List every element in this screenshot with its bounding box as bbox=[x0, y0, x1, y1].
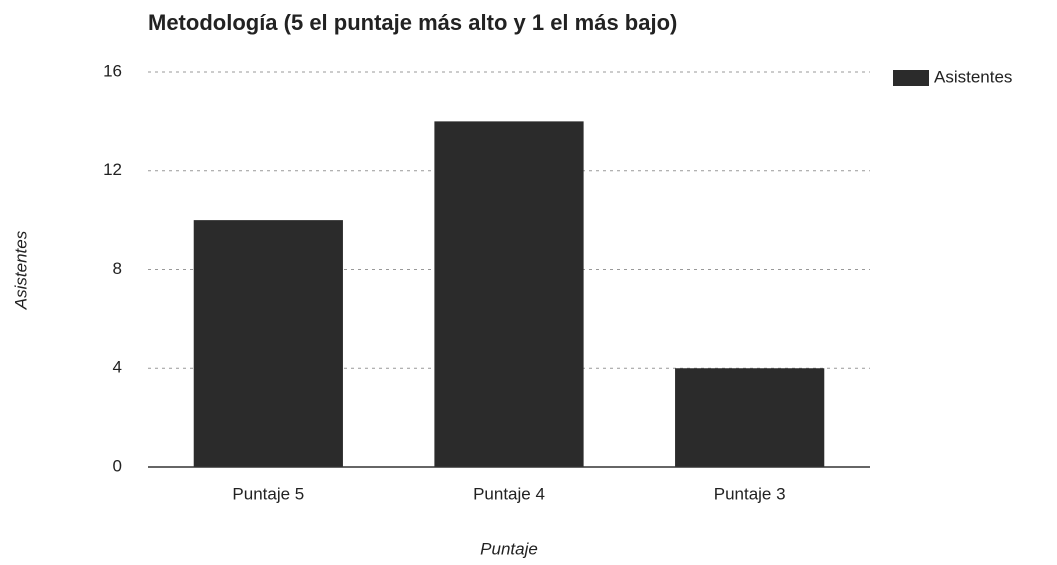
x-tick-label: Puntaje 5 bbox=[232, 484, 304, 503]
y-tick-label: 8 bbox=[113, 259, 122, 278]
bar bbox=[434, 121, 584, 467]
chart-title: Metodología (5 el puntaje más alto y 1 e… bbox=[148, 10, 677, 35]
y-axis-label: Asistentes bbox=[11, 230, 30, 310]
bar bbox=[193, 220, 343, 467]
y-tick-label: 0 bbox=[113, 456, 122, 475]
x-tick-label: Puntaje 4 bbox=[473, 484, 545, 503]
y-tick-label: 16 bbox=[103, 61, 122, 80]
bar bbox=[675, 368, 825, 467]
legend-label: Asistentes bbox=[934, 67, 1012, 86]
x-tick-label: Puntaje 3 bbox=[714, 484, 786, 503]
y-tick-label: 12 bbox=[103, 160, 122, 179]
y-tick-label: 4 bbox=[113, 358, 122, 377]
legend-swatch bbox=[893, 70, 929, 86]
x-axis-label: Puntaje bbox=[480, 539, 538, 558]
